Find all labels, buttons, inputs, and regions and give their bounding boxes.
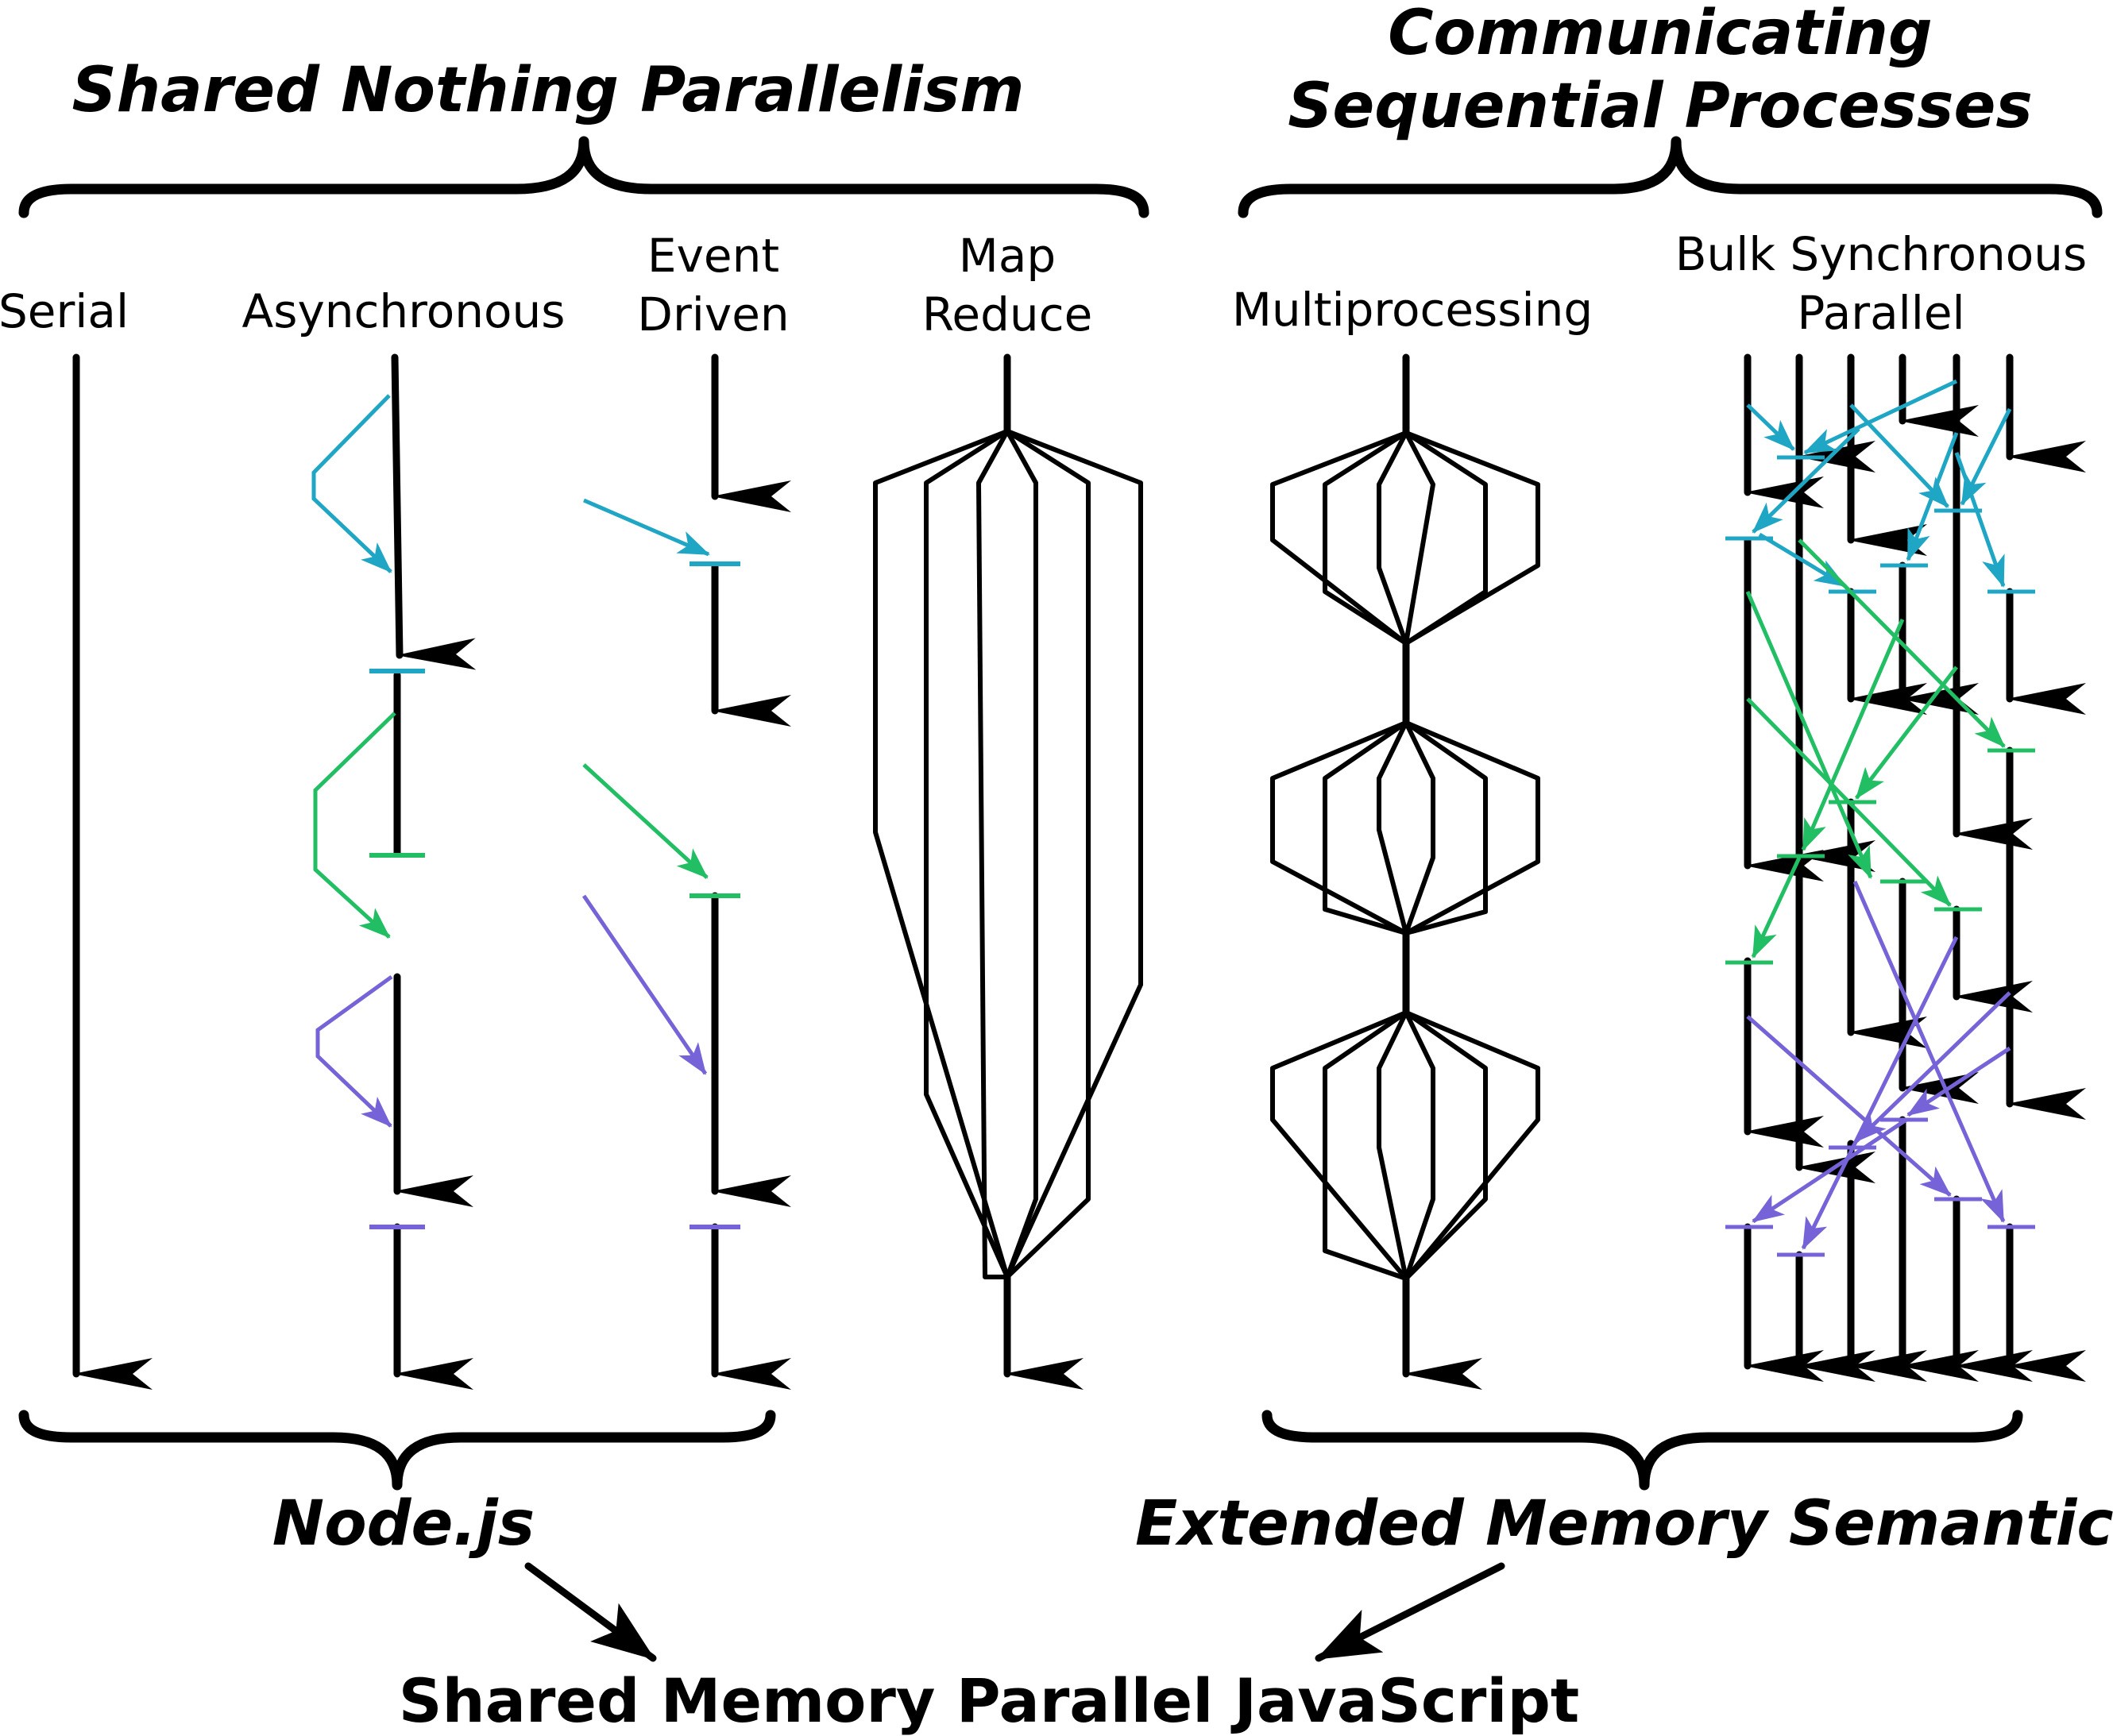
multiprocessing-label: Multiprocessing (1232, 283, 1593, 337)
nodejs-to-result-arrow (524, 1562, 657, 1662)
bsp-label-line1: Bulk Synchronous (1675, 227, 2088, 281)
map-reduce-diagram (873, 353, 1143, 1390)
nodejs-brace (18, 1410, 776, 1491)
asynchronous-label: Asynchronous (242, 284, 566, 338)
ems-title: Extended Memory Semantics (1135, 1488, 2113, 1560)
result-title: Shared Memory Parallel JavaScript (399, 1665, 1579, 1736)
bsp-diagram (1725, 353, 2086, 1382)
csp-brace (1238, 136, 2103, 218)
csp-title-line1: Communicating (1388, 0, 1932, 69)
ems-brace (1261, 1410, 2023, 1491)
nodejs-title: Node.js (272, 1488, 535, 1560)
event-driven-label-line2: Driven (637, 287, 789, 341)
csp-title-line2: Sequential Processes (1288, 71, 2033, 142)
map-reduce-label-line1: Map (959, 229, 1056, 283)
map-reduce-label-line2: Reduce (922, 287, 1093, 341)
serial-label: Serial (0, 284, 129, 338)
asynchronous-timeline (311, 353, 477, 1390)
ems-to-result-arrow (1315, 1562, 1505, 1662)
event-driven-label-line1: Event (647, 229, 779, 283)
multiprocessing-diagram (1270, 353, 1540, 1390)
shared-nothing-title: Shared Nothing Parallelism (71, 55, 1024, 126)
shared-nothing-brace (18, 136, 1149, 218)
bsp-label-line2: Parallel (1797, 286, 1964, 340)
event-driven-timeline (581, 353, 791, 1390)
